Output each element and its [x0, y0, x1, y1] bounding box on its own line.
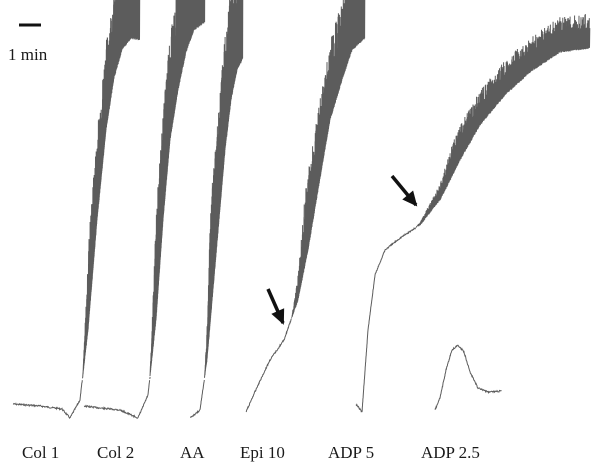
traces-group: [12, 0, 591, 419]
series-label-aa: AA: [180, 443, 205, 462]
trace-epi-10: [245, 0, 366, 413]
trace-adp-5: [355, 14, 591, 413]
series-label-col-1: Col 1: [22, 443, 59, 462]
arrows-group: [266, 174, 418, 325]
trace-col-2: [83, 0, 206, 419]
arrow-epi-10: [266, 288, 285, 325]
trace-adp-2-5: [434, 344, 502, 410]
series-label-epi-10: Epi 10: [240, 443, 285, 462]
arrow-adp-5-head: [402, 190, 418, 207]
arrow-epi-10-head: [271, 308, 285, 325]
trace-col-1: [12, 0, 141, 419]
trace-col-aa: [190, 0, 244, 418]
series-label-adp-2-5: ADP 2.5: [421, 443, 480, 462]
series-label-col-2: Col 2: [97, 443, 134, 462]
arrow-adp-5: [390, 174, 418, 207]
series-label-adp-5: ADP 5: [328, 443, 374, 462]
scale-bar-label: 1 min: [8, 45, 48, 64]
